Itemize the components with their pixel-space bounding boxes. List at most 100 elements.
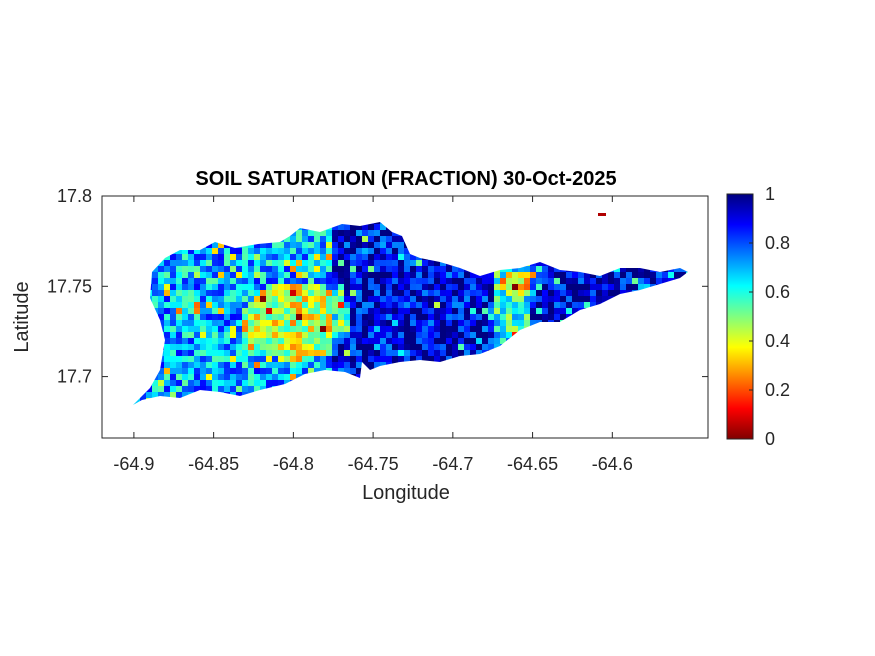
heatmap-cell bbox=[500, 338, 506, 344]
heatmap-cell bbox=[614, 272, 620, 278]
heatmap-cell bbox=[302, 236, 308, 242]
heatmap-cell bbox=[464, 332, 470, 338]
heatmap-cell bbox=[320, 338, 326, 344]
heatmap-cell bbox=[152, 290, 158, 296]
heatmap-cell bbox=[296, 314, 302, 320]
heatmap-cell bbox=[338, 332, 344, 338]
heatmap-cell bbox=[428, 308, 434, 314]
heatmap-cell bbox=[260, 374, 266, 380]
heatmap-cell bbox=[164, 392, 170, 398]
heatmap-cell bbox=[524, 302, 530, 308]
heatmap-cell bbox=[494, 320, 500, 326]
heatmap-cell bbox=[290, 236, 296, 242]
heatmap-cell bbox=[626, 284, 632, 290]
heatmap-cell bbox=[554, 314, 560, 320]
heatmap-cell bbox=[296, 272, 302, 278]
heatmap-cell bbox=[344, 368, 350, 374]
heatmap-cell bbox=[230, 380, 236, 386]
heatmap-cell bbox=[224, 338, 230, 344]
heatmap-cell bbox=[470, 314, 476, 320]
heatmap-cell bbox=[212, 278, 218, 284]
heatmap-cell bbox=[224, 344, 230, 350]
heatmap-cell bbox=[350, 326, 356, 332]
heatmap-cell bbox=[254, 308, 260, 314]
heatmap-cell bbox=[278, 284, 284, 290]
heatmap-cell bbox=[404, 338, 410, 344]
heatmap-cell bbox=[164, 374, 170, 380]
heatmap-cell bbox=[380, 284, 386, 290]
heatmap-cell bbox=[278, 296, 284, 302]
heatmap-cell bbox=[230, 272, 236, 278]
heatmap-cell bbox=[566, 308, 572, 314]
heatmap-cell bbox=[290, 332, 296, 338]
heatmap-cell bbox=[164, 380, 170, 386]
heatmap-cell bbox=[506, 302, 512, 308]
heatmap-cell bbox=[476, 296, 482, 302]
heatmap-cell bbox=[188, 308, 194, 314]
heatmap-cell bbox=[362, 290, 368, 296]
heatmap-cell bbox=[410, 314, 416, 320]
heatmap-cell bbox=[386, 266, 392, 272]
heatmap-cell bbox=[602, 290, 608, 296]
heatmap-cell bbox=[398, 254, 404, 260]
heatmap-cell bbox=[434, 260, 440, 266]
heatmap-cell bbox=[236, 356, 242, 362]
heatmap-cell bbox=[146, 386, 152, 392]
heatmap-cell bbox=[302, 272, 308, 278]
heatmap-cell bbox=[212, 332, 218, 338]
heatmap-cell bbox=[338, 224, 344, 230]
heatmap-cell bbox=[542, 290, 548, 296]
heatmap-cell bbox=[170, 266, 176, 272]
heatmap-cell bbox=[374, 344, 380, 350]
heatmap-cell bbox=[380, 350, 386, 356]
heatmap-cell bbox=[290, 266, 296, 272]
heatmap-cell bbox=[296, 362, 302, 368]
heatmap-cell bbox=[500, 296, 506, 302]
heatmap-cell bbox=[278, 362, 284, 368]
heatmap-cell bbox=[452, 320, 458, 326]
heatmap-cell bbox=[434, 296, 440, 302]
y-tick-label: 17.7 bbox=[57, 367, 92, 387]
heatmap-cell bbox=[410, 266, 416, 272]
heatmap-cell bbox=[272, 356, 278, 362]
colorbar-tick-label: 1 bbox=[765, 184, 775, 204]
heatmap-cell bbox=[458, 344, 464, 350]
heatmap-cell bbox=[386, 278, 392, 284]
heatmap-cell bbox=[446, 308, 452, 314]
heatmap-cell bbox=[200, 386, 206, 392]
heatmap-cell bbox=[560, 296, 566, 302]
heatmap-cell bbox=[332, 326, 338, 332]
heatmap-cell bbox=[260, 290, 266, 296]
heatmap-cell bbox=[548, 278, 554, 284]
heatmap-cell bbox=[284, 362, 290, 368]
heatmap-cell bbox=[170, 368, 176, 374]
heatmap-cell bbox=[224, 290, 230, 296]
heatmap-cell bbox=[242, 272, 248, 278]
heatmap-cell bbox=[308, 242, 314, 248]
heatmap-cell bbox=[386, 344, 392, 350]
heatmap-cell bbox=[362, 284, 368, 290]
heatmap-cell bbox=[218, 308, 224, 314]
heatmap-cell bbox=[200, 254, 206, 260]
heatmap-cell bbox=[440, 356, 446, 362]
heatmap-cell bbox=[218, 320, 224, 326]
heatmap-cell bbox=[266, 266, 272, 272]
heatmap-cell bbox=[440, 278, 446, 284]
heatmap-cell bbox=[470, 338, 476, 344]
heatmap-cell bbox=[212, 284, 218, 290]
heatmap-cell bbox=[206, 356, 212, 362]
heatmap-cell bbox=[182, 368, 188, 374]
heatmap-cell bbox=[302, 362, 308, 368]
heatmap-cell bbox=[368, 302, 374, 308]
heatmap-cell bbox=[314, 296, 320, 302]
heatmap-cell bbox=[350, 368, 356, 374]
heatmap-cell bbox=[332, 368, 338, 374]
heatmap-cell bbox=[212, 326, 218, 332]
heatmap-cell bbox=[158, 272, 164, 278]
heatmap-cell bbox=[266, 320, 272, 326]
heatmap-cell bbox=[218, 338, 224, 344]
heatmap-cell bbox=[248, 254, 254, 260]
heatmap-cell bbox=[566, 290, 572, 296]
heatmap-cell bbox=[386, 284, 392, 290]
heatmap-cell bbox=[476, 350, 482, 356]
